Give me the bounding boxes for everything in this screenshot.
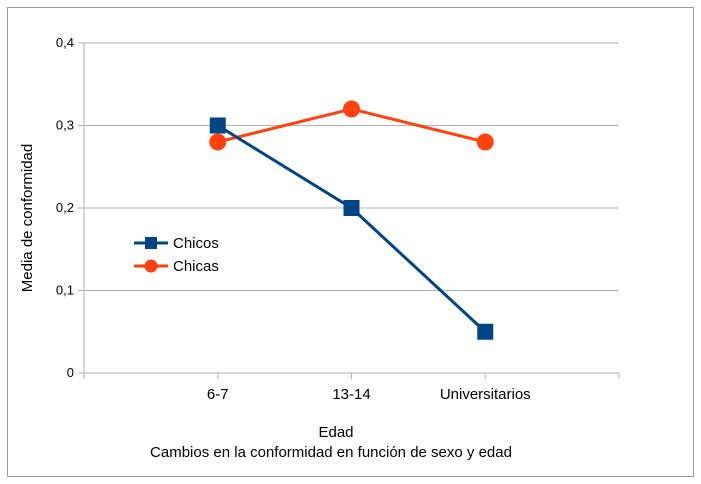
y-tick-label: 0,3 — [56, 118, 74, 133]
x-tick-label: 6-7 — [207, 386, 229, 403]
chart-frame — [7, 7, 694, 477]
gridlines — [84, 42, 619, 374]
legend: Chicos Chicas — [134, 235, 219, 275]
y-tick-label: 0,1 — [56, 283, 74, 298]
series-line-chicos — [216, 124, 487, 333]
data-point-chicas — [209, 133, 227, 151]
legend-label-chicos: Chicos — [173, 235, 219, 252]
y-tick-label: 0,4 — [56, 35, 74, 50]
x-tick-label: 13-14 — [332, 386, 370, 403]
data-point-chicos — [343, 200, 360, 216]
data-point-chicos — [209, 117, 226, 134]
data-point-chicos — [477, 323, 494, 340]
legend-label-chicas: Chicas — [173, 258, 219, 275]
chart-caption: Cambios en la conformidad en función de … — [150, 444, 512, 461]
x-axis-title: Edad — [318, 424, 353, 441]
y-axis-title: Media de conformidad — [19, 144, 36, 292]
y-tick-label: 0,2 — [56, 200, 74, 215]
series — [209, 100, 494, 340]
axes: 0 0,1 0,2 0,3 0,4 6-7 13-14 Universitarios — [56, 35, 620, 403]
data-point-chicas — [476, 133, 494, 151]
x-tick-label: Universitarios — [440, 386, 531, 403]
legend-marker-chicas — [144, 259, 158, 273]
data-point-chicas — [343, 100, 360, 118]
legend-marker-chicos — [145, 237, 157, 249]
y-tick-label: 0 — [67, 365, 74, 380]
